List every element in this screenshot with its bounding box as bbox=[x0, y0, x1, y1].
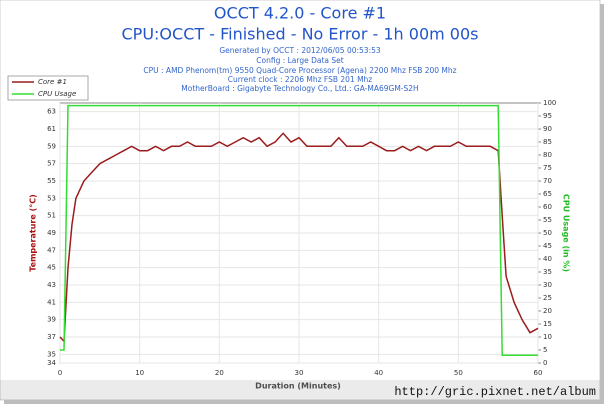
info-line: Config : Large Data Set bbox=[256, 56, 344, 65]
series-line bbox=[60, 104, 538, 356]
y-tick-label: 34 bbox=[47, 359, 56, 367]
x-tick-label: 30 bbox=[295, 369, 304, 377]
x-tick-label: 40 bbox=[374, 369, 383, 377]
y-tick-label: 35 bbox=[47, 350, 56, 358]
y-tick-label: 47 bbox=[47, 246, 56, 254]
y-tick-label: 37 bbox=[47, 333, 56, 341]
y-tick-label: 55 bbox=[47, 177, 56, 185]
x-tick-label: 60 bbox=[534, 369, 543, 377]
y2-tick-label: 80 bbox=[543, 151, 552, 159]
y2-tick-label: 0 bbox=[543, 359, 547, 367]
y2-tick-label: 55 bbox=[543, 216, 552, 224]
chart-title: OCCT 4.2.0 - Core #1 bbox=[214, 4, 386, 23]
y-tick-label: 51 bbox=[47, 212, 56, 220]
y2-tick-label: 40 bbox=[543, 255, 552, 263]
x-tick-label: 20 bbox=[215, 369, 224, 377]
y-tick-label: 45 bbox=[47, 264, 56, 272]
y2-tick-label: 70 bbox=[543, 177, 552, 185]
info-line: Generated by OCCT : 2012/06/05 00:53:53 bbox=[219, 46, 381, 55]
x-tick-label: 50 bbox=[454, 369, 463, 377]
y-tick-label: 53 bbox=[47, 194, 56, 202]
x-axis-label: Duration (Minutes) bbox=[255, 382, 341, 391]
y2-tick-label: 85 bbox=[543, 138, 552, 146]
y-tick-label: 63 bbox=[47, 108, 56, 116]
y-tick-label: 39 bbox=[47, 316, 56, 324]
shadow bbox=[4, 400, 604, 404]
y-tick-label: 41 bbox=[47, 298, 56, 306]
y2-tick-label: 50 bbox=[543, 229, 552, 237]
y2-tick-label: 5 bbox=[543, 346, 547, 354]
y2-tick-label: 20 bbox=[543, 307, 552, 315]
y-tick-label: 61 bbox=[47, 125, 56, 133]
y2-tick-label: 75 bbox=[543, 164, 552, 172]
info-line: Current clock : 2206 Mhz FSB 201 Mhz bbox=[228, 75, 373, 84]
info-line: MotherBoard : Gigabyte Technology Co., L… bbox=[181, 84, 418, 93]
y2-tick-label: 90 bbox=[543, 125, 552, 133]
y2-tick-label: 15 bbox=[543, 320, 552, 328]
series-line bbox=[59, 132, 539, 344]
y2-tick-label: 60 bbox=[543, 203, 552, 211]
y2-tick-label: 45 bbox=[543, 242, 552, 250]
info-line: CPU : AMD Phenom(tm) 9550 Quad-Core Proc… bbox=[143, 66, 456, 75]
y2-tick-label: 25 bbox=[543, 294, 552, 302]
watermark-band bbox=[0, 380, 600, 400]
y2-tick-label: 10 bbox=[543, 333, 552, 341]
chart-subtitle: CPU:OCCT - Finished - No Error - 1h 00m … bbox=[122, 25, 479, 44]
y2-tick-label: 65 bbox=[543, 190, 552, 198]
x-tick-label: 0 bbox=[58, 369, 62, 377]
y-tick-label: 43 bbox=[47, 281, 56, 289]
legend-label: Core #1 bbox=[38, 78, 67, 86]
y2-tick-label: 95 bbox=[543, 112, 552, 120]
shadow bbox=[600, 4, 604, 404]
y2-tick-label: 30 bbox=[543, 281, 552, 289]
y2-axis-label: CPU Usage (in %) bbox=[562, 194, 571, 272]
y2-tick-label: 100 bbox=[543, 99, 556, 107]
watermark: http://gric.pixnet.net/album bbox=[394, 385, 596, 399]
y-tick-label: 57 bbox=[47, 160, 56, 168]
x-tick-label: 10 bbox=[135, 369, 144, 377]
legend-box bbox=[7, 75, 89, 101]
y-axis-label: Temperature (°C) bbox=[29, 194, 38, 272]
y-tick-label: 49 bbox=[47, 229, 56, 237]
y-tick-label: 59 bbox=[47, 142, 56, 150]
legend-label: CPU Usage bbox=[38, 90, 76, 98]
y2-tick-label: 35 bbox=[543, 268, 552, 276]
